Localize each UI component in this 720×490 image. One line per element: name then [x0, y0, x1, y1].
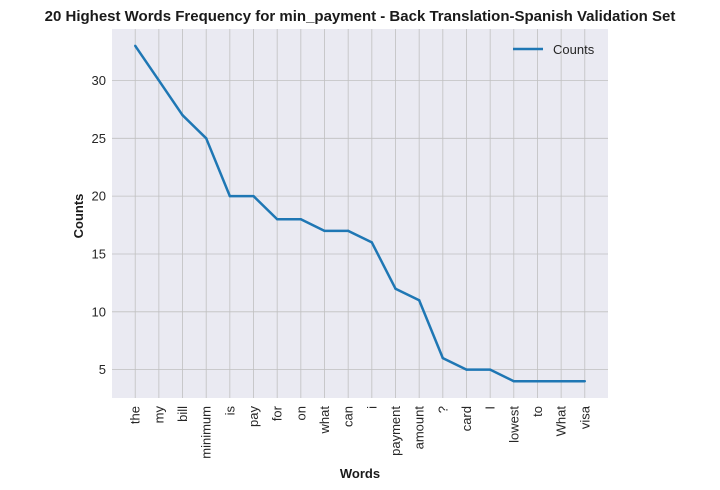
x-tick-label: to [530, 406, 545, 417]
data-point [559, 380, 563, 383]
data-point [346, 229, 350, 233]
plot-area [112, 29, 608, 398]
chart-title: 20 Highest Words Frequency for min_payme… [45, 8, 676, 25]
data-point [536, 380, 539, 383]
x-axis-label: Words [340, 466, 380, 481]
x-tick-label: I [483, 406, 498, 410]
data-point [275, 218, 279, 221]
x-tick-label: can [341, 406, 356, 427]
x-tick-label: pay [246, 406, 261, 427]
data-point [441, 356, 445, 360]
data-point [228, 194, 232, 198]
x-tick-label: visa [577, 405, 592, 429]
y-tick-labels: 5 10 15 20 25 30 [92, 73, 106, 377]
y-axis-label: Counts [71, 194, 86, 239]
x-tick-label: bill [175, 406, 190, 422]
y-tick-label: 5 [99, 362, 106, 377]
x-tick-label: the [128, 406, 143, 424]
grid-lines [112, 29, 608, 398]
series-line [134, 45, 585, 383]
x-tick-label: for [270, 405, 285, 421]
x-tick-labels: the my bill minimum is pay for on what can i paymen… [128, 405, 593, 458]
x-tick-label: what [317, 406, 332, 435]
x-tick-label: payment [388, 406, 403, 456]
y-tick-label: 10 [92, 304, 106, 319]
x-tick-label: amount [412, 406, 427, 450]
data-point [488, 368, 492, 371]
y-tick-label: 15 [92, 246, 106, 261]
data-point [323, 229, 326, 233]
y-tick-label: 25 [92, 131, 106, 146]
x-tick-label: card [459, 406, 474, 431]
data-point [394, 287, 397, 290]
data-point [417, 299, 421, 302]
data-point [512, 380, 516, 383]
y-tick-label: 30 [92, 73, 106, 88]
legend: Counts [513, 42, 595, 57]
data-point [134, 44, 137, 47]
data-point [181, 113, 184, 117]
x-tick-label: on [293, 406, 308, 420]
x-tick-label: is [222, 406, 237, 416]
data-point [252, 194, 255, 198]
data-point [370, 241, 374, 244]
x-tick-label: What [554, 406, 569, 437]
x-tick-label: ? [435, 406, 450, 413]
x-tick-label: lowest [506, 406, 521, 443]
x-tick-label: my [151, 406, 166, 424]
x-tick-label: i [364, 406, 379, 409]
data-point [204, 137, 208, 140]
data-point [157, 79, 161, 82]
data-point [299, 218, 303, 221]
data-point [583, 380, 586, 383]
data-point [465, 368, 468, 371]
y-tick-label: 20 [92, 189, 106, 204]
x-tick-label: minimum [199, 406, 214, 459]
series-layer [134, 44, 586, 383]
legend-label: Counts [553, 42, 595, 57]
